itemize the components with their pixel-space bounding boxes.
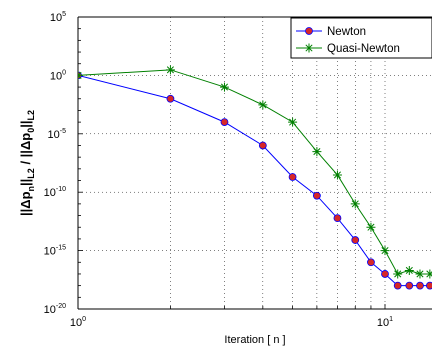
quasi-newton-point — [425, 269, 432, 279]
newton-point — [393, 281, 402, 290]
quasi-newton-point — [288, 117, 298, 127]
y-tick-label: 10-10 — [44, 186, 66, 199]
quasi-newton-point — [219, 82, 229, 92]
quasi-newton-point — [350, 199, 360, 209]
quasi-newton-point — [332, 170, 342, 180]
newton-point — [381, 270, 389, 278]
axes — [77, 16, 432, 310]
tick-labels: 105 100 10-5 10-10 10-15 10-20 100 101 — [44, 11, 394, 329]
newton-point — [351, 236, 360, 244]
legend-quasi-newton-marker — [304, 43, 314, 53]
y-tick-label: 10-5 — [48, 128, 67, 141]
newton-point — [416, 281, 424, 290]
newton-point — [258, 141, 267, 150]
newton-point — [367, 258, 375, 267]
quasi-newton-point — [312, 147, 322, 157]
series-quasi-newton — [78, 65, 432, 279]
quasi-newton-line — [78, 69, 430, 275]
newton-point — [288, 173, 297, 181]
x-tick-label: 100 — [70, 316, 86, 329]
quasi-newton-point — [380, 246, 390, 256]
legend-newton-label: Newton — [327, 26, 366, 38]
newton-point — [405, 281, 414, 290]
y-tick-label: 10-20 — [44, 303, 66, 316]
quasi-newton-point — [415, 269, 425, 279]
newton-point — [333, 214, 342, 223]
y-tick-label: 100 — [50, 69, 66, 82]
legend-box — [290, 17, 432, 59]
legend-quasi-newton-label: Quasi-Newton — [327, 43, 400, 55]
quasi-newton-point — [258, 100, 268, 110]
quasi-newton-point — [366, 222, 376, 232]
x-tick-label: 101 — [377, 316, 393, 329]
series-layer — [78, 65, 432, 290]
quasi-newton-point — [404, 265, 414, 275]
legend: Newton Quasi-Newton — [290, 17, 432, 59]
newton-point — [166, 94, 175, 103]
newton-point — [425, 281, 432, 290]
y-axis-label: ||Δpn||L2 / ||Δp0||L2 — [18, 110, 36, 216]
quasi-newton-point — [165, 65, 175, 75]
newton-point — [312, 191, 321, 200]
grid-lines — [78, 17, 432, 309]
series-newton — [78, 71, 432, 290]
y-tick-label: 105 — [50, 11, 66, 24]
newton-point — [220, 118, 229, 127]
y-tick-label: 10-15 — [44, 245, 66, 258]
x-axis-label: Iteration [ n ] — [224, 334, 285, 346]
quasi-newton-point — [78, 70, 83, 80]
quasi-newton-point — [393, 269, 403, 279]
plot-area — [78, 17, 432, 309]
legend-newton-marker — [305, 27, 313, 35]
